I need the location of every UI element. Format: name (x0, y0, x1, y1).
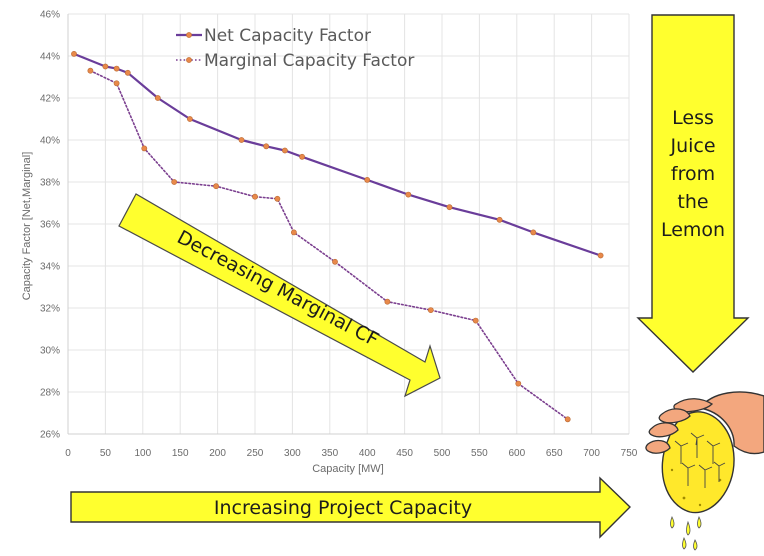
marginal-cf-point (113, 80, 120, 87)
x-axis-title: Capacity [MW] (312, 463, 384, 475)
net-capacity-factor-line (72, 52, 602, 257)
diagonal-arrow-shape (118, 193, 441, 398)
net-cf-point (446, 204, 453, 211)
bottom-arrow-label: Increasing Project Capacity (214, 497, 472, 519)
marginal-cf-point (427, 307, 434, 313)
x-tick-label: 0 (65, 448, 71, 459)
y-tick-label: 32% (40, 304, 60, 315)
marginal-cf-point (290, 229, 297, 236)
legend-net-label: Net Capacity Factor (204, 26, 371, 46)
marginal-cf-point (252, 193, 258, 200)
y-tick-label: 40% (40, 136, 60, 147)
y-tick-label: 38% (40, 178, 60, 189)
x-tick-label: 350 (321, 448, 338, 459)
y-tick-label: 44% (40, 52, 60, 63)
y-axis-title: Capacity Factor [Net,Marginal] (21, 152, 33, 301)
net-cf-point (530, 229, 537, 236)
x-tick-label: 750 (621, 448, 638, 459)
marginal-cf-point (564, 416, 571, 423)
x-tick-label: 450 (396, 448, 413, 459)
increasing-capacity-arrow: Increasing Project Capacity (70, 476, 631, 539)
y-tick-label: 28% (40, 388, 60, 399)
vertical-arrow-line-1: Less (672, 107, 714, 129)
marginal-cf-point (274, 195, 281, 202)
net-cf-point (299, 153, 305, 160)
net-cf-point (238, 137, 245, 143)
hand-squeezing-lemon-icon (645, 391, 764, 551)
legend-net-marker (186, 32, 192, 38)
net-cf-point (154, 95, 161, 101)
x-tick-label: 650 (546, 448, 563, 459)
vertical-arrow-line-3: from (671, 163, 715, 185)
net-cf-point (113, 65, 120, 72)
net-cf-point (102, 63, 109, 70)
y-tick-label: 26% (40, 430, 60, 441)
marginal-cf-point (472, 317, 479, 324)
x-tick-label: 200 (209, 448, 226, 459)
x-tick-label: 400 (359, 448, 376, 459)
legend-marginal-marker (186, 57, 192, 63)
x-tick-label: 250 (247, 448, 264, 459)
net-cf-point (496, 216, 503, 223)
marginal-cf-point (141, 145, 148, 152)
y-tick-labels: 26% 28% 30% 32% 34% 36% 38% 40% 42% 44% 46% (40, 10, 60, 441)
x-tick-label: 700 (583, 448, 600, 459)
marginal-capacity-factor-line (89, 69, 569, 421)
x-tick-label: 50 (100, 448, 112, 459)
net-cf-point (71, 51, 77, 57)
net-cf-point (124, 69, 131, 76)
net-cf-point (364, 176, 371, 183)
x-tick-label: 150 (172, 448, 189, 459)
marginal-cf-point (213, 183, 219, 190)
legend: Net Capacity Factor Marginal Capacity Fa… (176, 26, 414, 71)
x-tick-label: 300 (284, 448, 301, 459)
y-tick-label: 30% (40, 346, 60, 357)
vertical-arrow-line-5: Lemon (661, 219, 725, 241)
marginal-cf-point (332, 258, 338, 265)
net-cf-point (281, 147, 288, 154)
x-tick-label: 100 (134, 448, 151, 459)
x-tick-label: 550 (471, 448, 488, 459)
x-tick-label: 500 (434, 448, 451, 459)
y-tick-label: 46% (40, 10, 60, 21)
bottom-arrow-shape (70, 476, 631, 539)
y-tick-label: 36% (40, 220, 60, 231)
vertical-arrow-line-2: Juice (669, 135, 715, 157)
x-tick-label: 600 (508, 448, 525, 459)
axes (67, 14, 629, 435)
y-tick-label: 42% (40, 94, 60, 105)
series-layer (71, 51, 604, 423)
y-tick-label: 34% (40, 262, 60, 273)
vertical-arrow-shape (636, 14, 750, 373)
net-cf-point (186, 116, 193, 122)
legend-marginal-label: Marginal Capacity Factor (204, 51, 414, 71)
marginal-cf-point (171, 179, 178, 185)
net-cf-point (263, 143, 270, 150)
vertical-arrow-line-4: the (677, 191, 708, 213)
marginal-cf-point (87, 67, 94, 74)
net-cf-point (405, 191, 412, 198)
net-cf-point (597, 252, 604, 259)
marginal-cf-point (515, 380, 522, 387)
less-juice-arrow: Less Juice from the Lemon (636, 14, 750, 373)
x-tick-labels: 0 50 100 150 200 250 300 350 400 450 500 550 600 650 7… (65, 448, 638, 459)
marginal-cf-point (384, 298, 391, 305)
